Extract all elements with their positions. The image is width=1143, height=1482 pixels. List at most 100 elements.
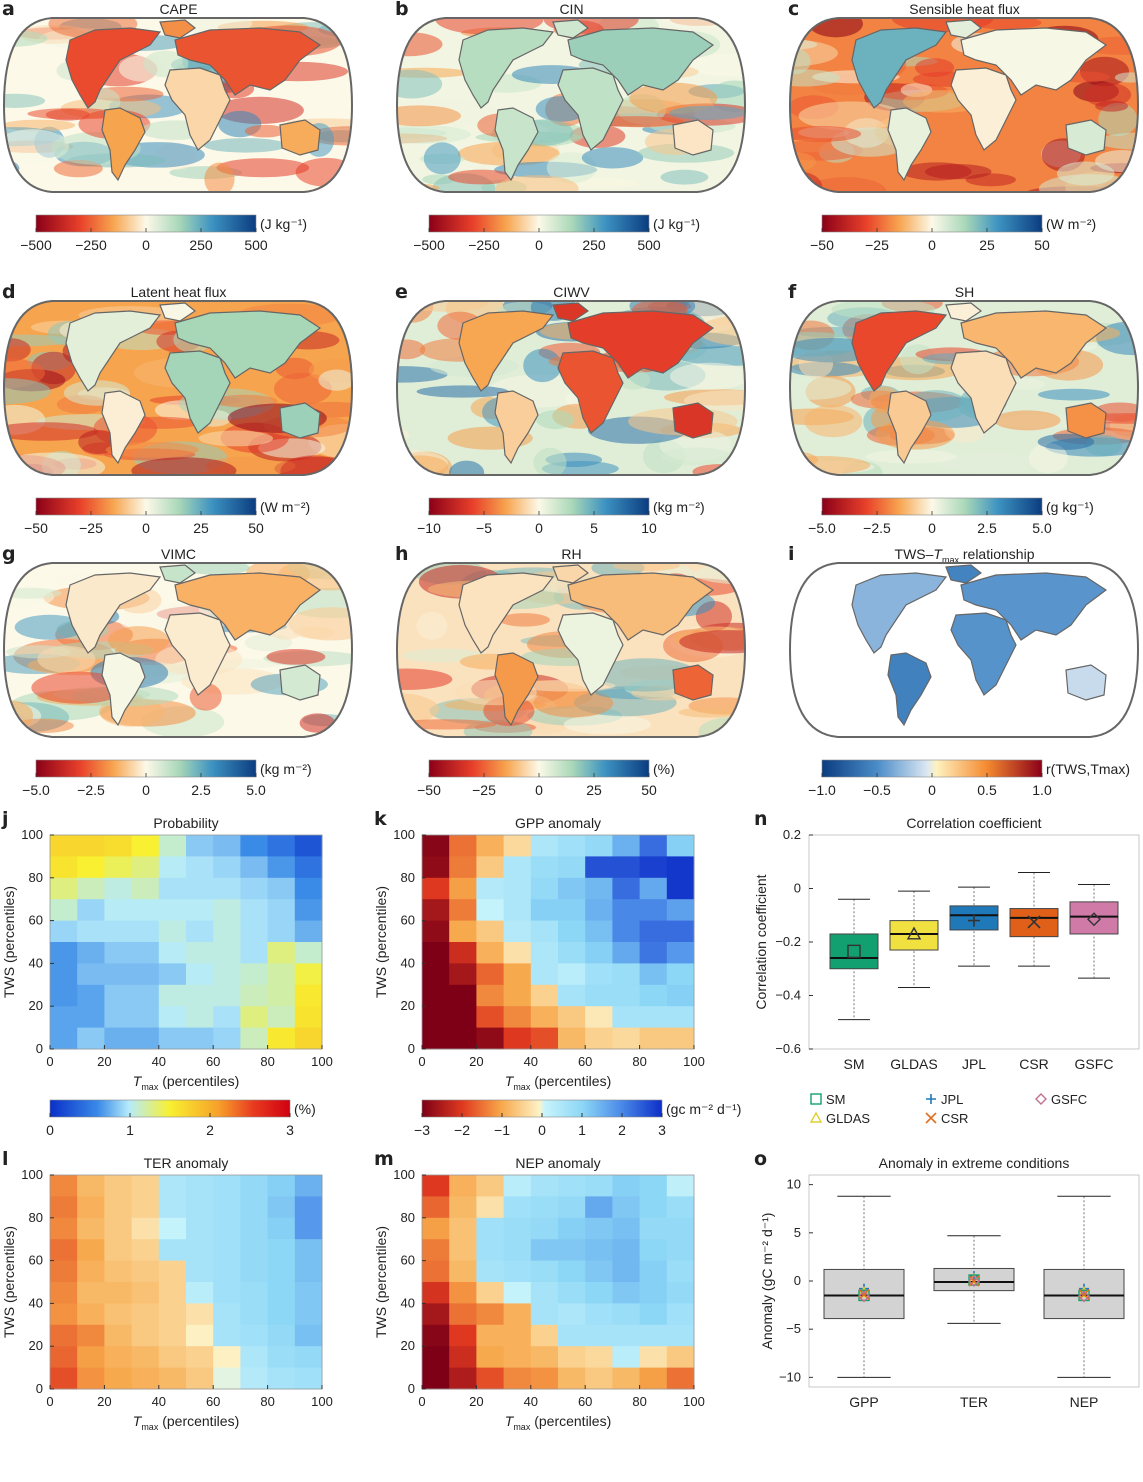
heatmap-cell [530,1239,559,1262]
colorbar-tick-label: 10 [641,520,657,536]
colorbar-tick-label: −10 [417,520,441,536]
heatmap-cell [131,1239,160,1262]
colorbar-tick-label: −25 [79,520,103,536]
heatmap-cell [77,835,105,857]
heatmap-cell [530,899,559,922]
heatmap-cell [666,1367,695,1390]
map-field-blob [288,607,352,641]
heatmap-cell [422,984,450,1007]
continent [567,572,715,641]
heatmap-cell [449,1027,477,1050]
heatmap-cell [585,942,613,964]
map-field-blob [401,301,489,312]
heatmap-cell [240,1260,269,1283]
heatmap-cell [476,1175,505,1197]
map-title: RH [561,546,582,562]
heatmap-cell [503,1027,532,1050]
legend-item-sm: SM [810,1092,846,1107]
colorbar-tick-label: 500 [637,237,661,253]
continent [174,572,322,641]
heatmap-cell [104,856,133,879]
heatmap-cell [240,1367,269,1390]
map-field-blob [299,713,336,733]
heatmap-cell [213,835,241,857]
continent [960,310,1108,379]
colorbar-tick-label: 2 [618,1122,626,1138]
panel-label: f [788,281,797,303]
heatmap-cell [294,856,323,879]
heatmap-cell [240,1196,269,1219]
heatmap-cell [422,899,450,922]
heatmap-cell [267,835,296,857]
heatmap-cell [476,1282,505,1304]
heatmap-cell [131,877,160,900]
heatmap-cell [503,984,532,1007]
heatmap-cell [131,835,160,857]
heatmap-cell [186,1175,214,1197]
x-tick-label: NEP [1070,1394,1099,1410]
x-tick-label: 100 [311,1054,333,1069]
heatmap-cell [503,1006,532,1029]
map-field-blob [790,39,818,51]
panel-label: b [395,0,409,20]
heatmap-cell [422,1324,450,1347]
square-marker-icon [810,1093,822,1105]
map-field-blob [4,338,31,362]
colorbar-tick-label: −2.5 [863,520,891,536]
heatmap-cell [449,877,477,900]
y-tick-label: 40 [401,1295,415,1310]
continent [887,107,932,182]
chart-title: GPP anomaly [515,815,601,831]
heatmap-cell [476,899,505,922]
heatmap-cell [131,1217,160,1240]
heatmap-cell [422,1367,450,1390]
heatmap-panel-j: j Probability 0 20 40 60 80 100 0 20 40 60 80 100 Tmax… [0,808,370,1142]
heatmap-cell [639,1260,668,1283]
continent [101,390,146,465]
heatmap-cell [558,1346,586,1369]
heatmap-cell [158,1196,187,1219]
heatmap-cell [612,963,641,986]
continent [945,19,983,39]
heatmap-cell [50,984,78,1007]
map-field-blob [4,422,99,441]
y-tick-label: −10 [779,1369,801,1384]
heatmap-cell [530,1260,559,1283]
heatmap-cell [666,1260,695,1283]
continent [960,27,1108,96]
y-tick-label: 100 [393,827,415,842]
map-field-blob [692,464,742,475]
map-field-blob [198,430,274,447]
heatmap-cell [612,1282,641,1304]
map-title: TWS–Tmax relationship [894,546,1035,565]
heatmap-cell [585,856,613,879]
heatmap-cell [50,856,78,879]
colorbar-tick-label: 0 [535,520,543,536]
x-tick-label: 20 [97,1394,111,1409]
heatmap-cell [612,1006,641,1029]
heatmap-cell [612,920,641,943]
heatmap-cell [158,1324,187,1347]
heatmap-cell [131,856,160,879]
colorbar-unit: (J kg⁻¹) [653,216,700,232]
y-tick-label: 40 [401,955,415,970]
heatmap-cell [50,1175,78,1197]
colorbar-tick-label: 1 [578,1122,586,1138]
colorbar-tick-label: −1.0 [808,782,836,798]
heatmap-cell [666,984,695,1007]
map-field-blob [563,714,651,735]
heatmap-cell [422,1006,450,1029]
colorbar-tick-label: 0 [535,782,543,798]
panel-label: k [374,808,387,830]
colorbar-tick-label: 0 [928,520,936,536]
heatmap-cell [158,1217,187,1240]
heatmap-cell [585,835,613,857]
map-outline [395,562,747,738]
panel-label: i [788,543,795,565]
heatmap-cell [158,1175,187,1197]
colorbar-tick-label: 2.5 [977,520,997,536]
map-field-blob [204,162,235,192]
heatmap-cell [666,942,695,964]
colorbar-tick-label: −250 [468,237,500,253]
y-tick-label: 100 [21,1167,43,1182]
